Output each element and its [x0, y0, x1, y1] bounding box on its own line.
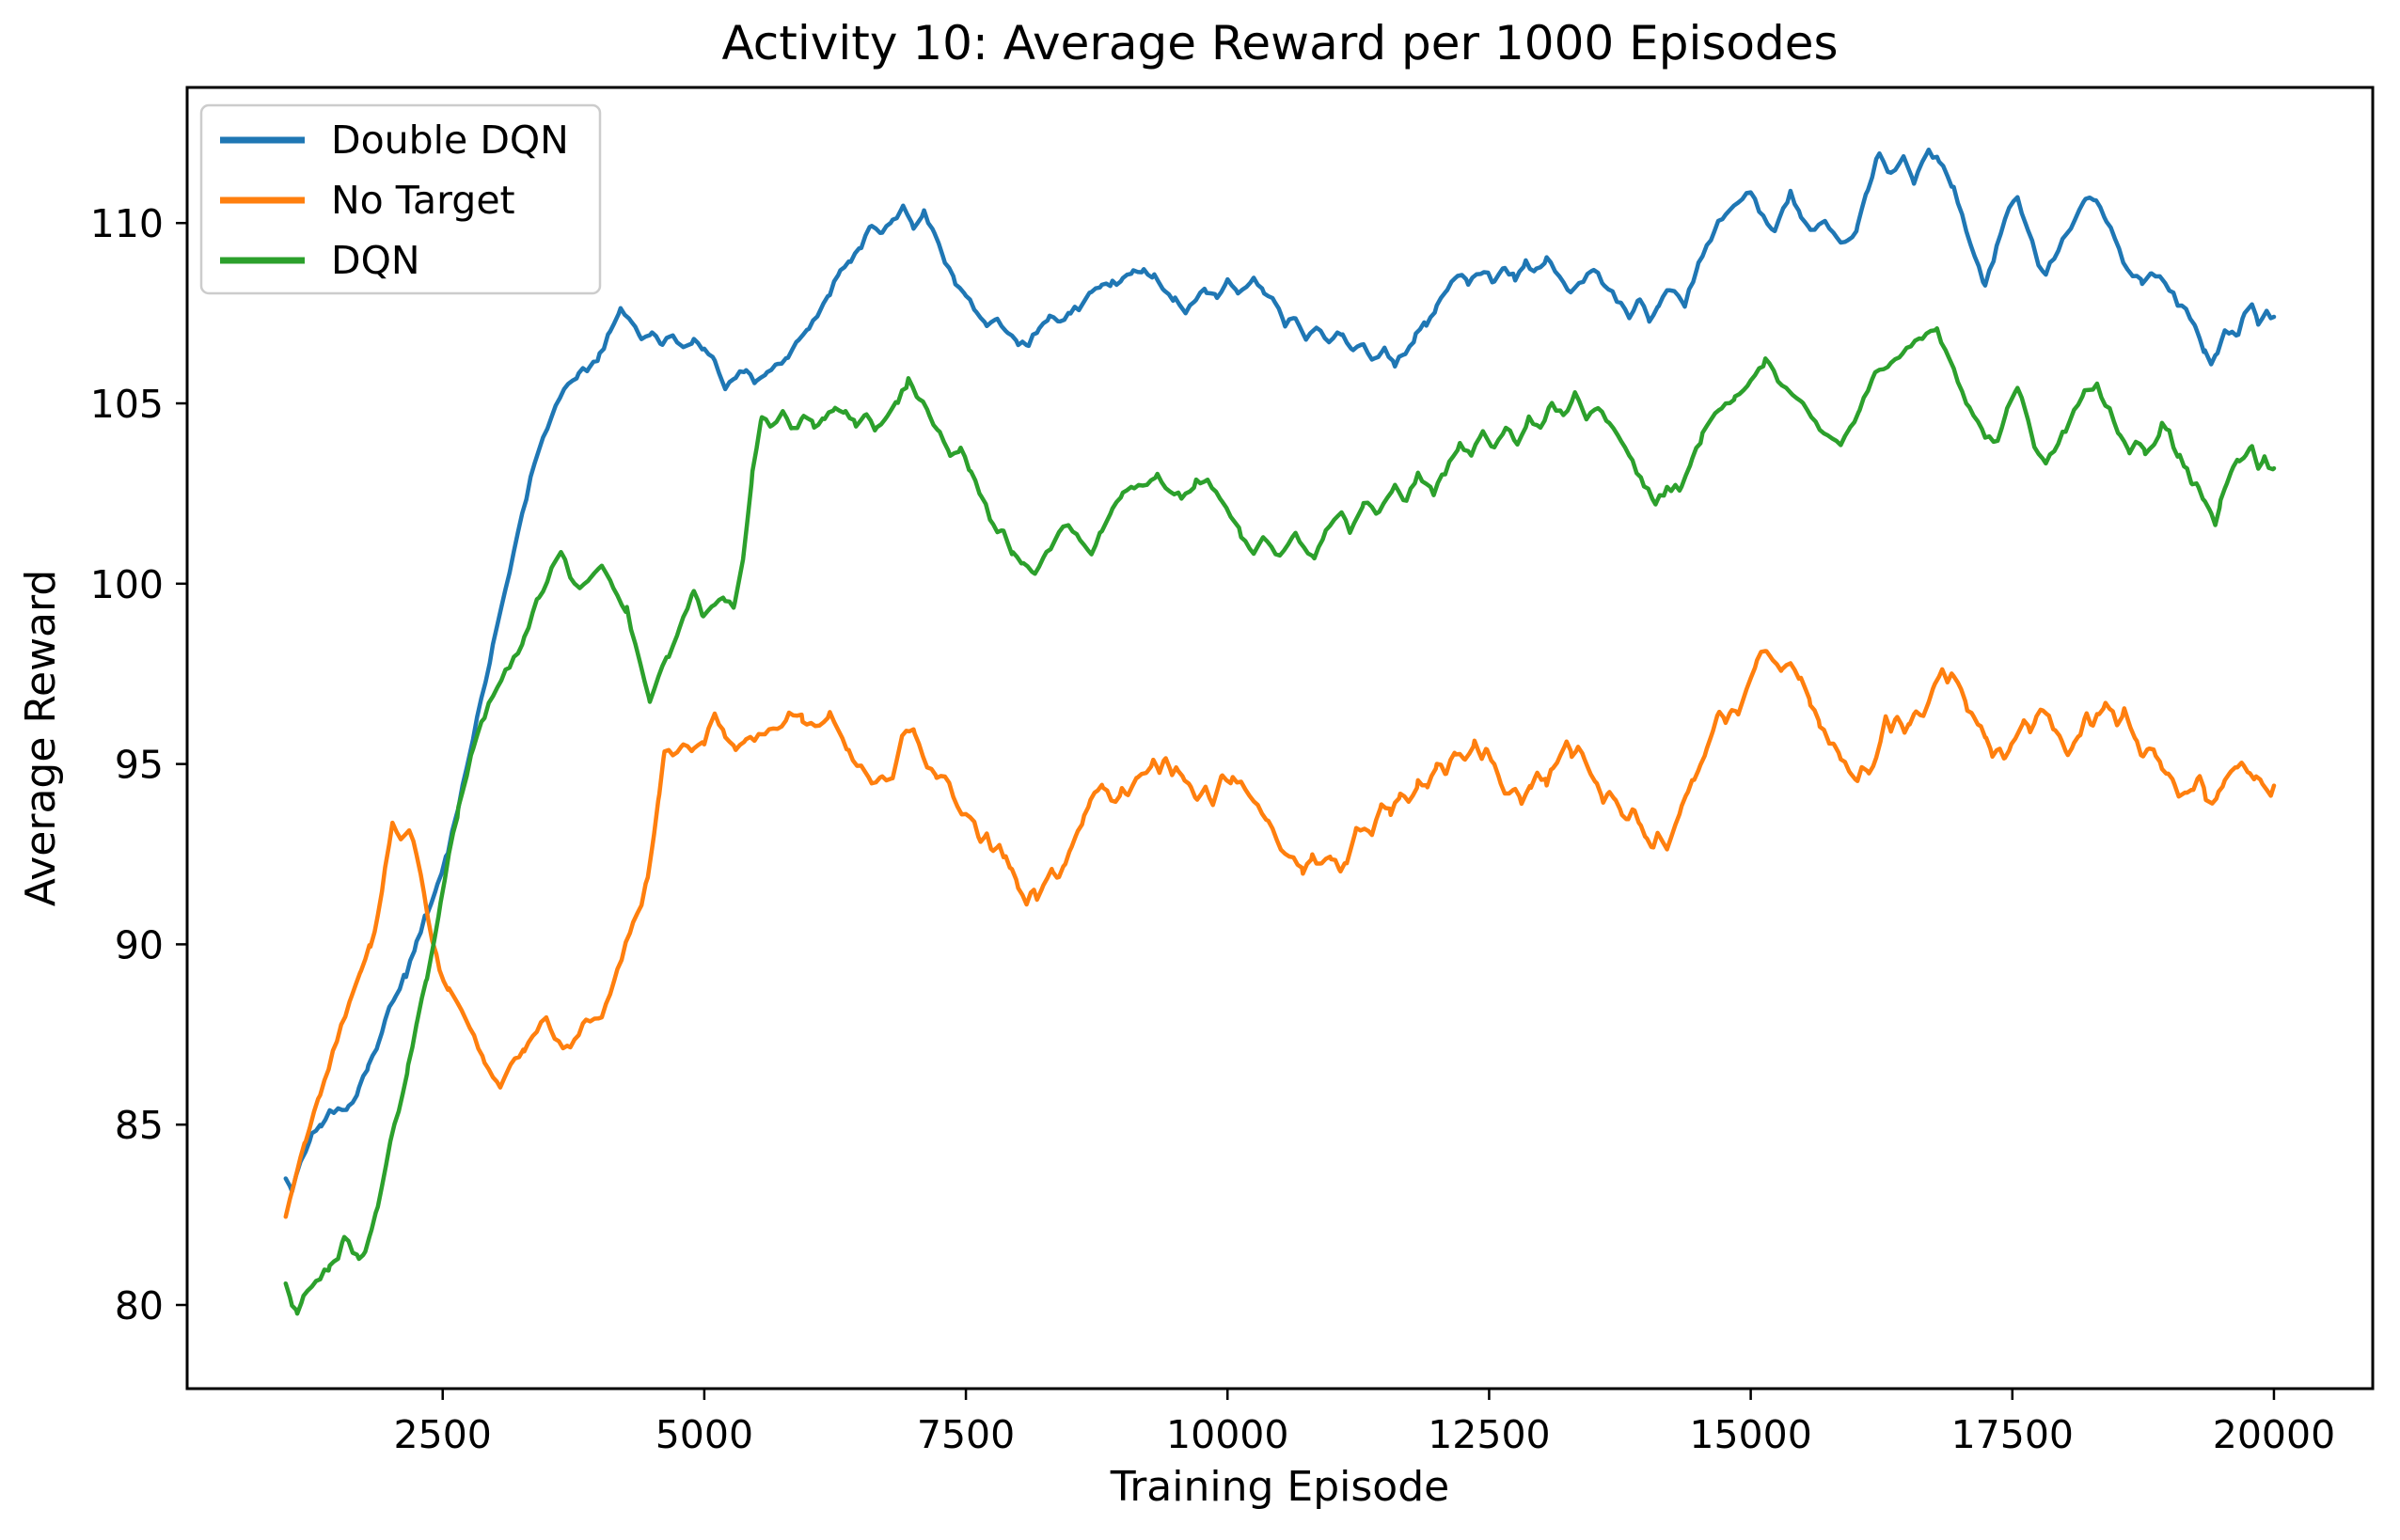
series-lines — [283, 147, 2277, 1316]
y-tick-label: 85 — [115, 1103, 164, 1148]
x-tick-label: 20000 — [2213, 1412, 2335, 1457]
y-tick-label: 100 — [90, 562, 164, 607]
x-tick-label: 10000 — [1166, 1412, 1288, 1457]
y-axis-label: Average Reward — [17, 570, 65, 907]
tick-labels: 2500 5000 7500 10000 12500 15000 17500 20000 80 8… — [90, 201, 2335, 1457]
x-tick-label: 2500 — [394, 1412, 492, 1457]
x-tick-label: 12500 — [1428, 1412, 1550, 1457]
x-tick-label: 7500 — [917, 1412, 1015, 1457]
y-tick-label: 80 — [115, 1283, 164, 1328]
series-line-double-dqn — [283, 147, 2277, 1194]
y-tick-label: 110 — [90, 201, 164, 246]
legend-label: DQN — [331, 238, 420, 283]
x-tick-label: 5000 — [655, 1412, 753, 1457]
x-tick-label: 15000 — [1689, 1412, 1811, 1457]
legend-box — [199, 103, 602, 295]
x-axis-label: Training Episode — [1110, 1463, 1449, 1511]
y-tick-label: 95 — [115, 743, 164, 788]
chart-title: Activity 10: Average Reward per 1000 Epi… — [721, 16, 1838, 71]
x-tick-label: 17500 — [1951, 1412, 2074, 1457]
axis-ticks — [176, 221, 2276, 1400]
y-tick-label: 105 — [90, 382, 164, 427]
series-line-dqn — [283, 326, 2277, 1316]
plot-border — [185, 86, 2375, 1391]
legend-label: No Target — [331, 178, 515, 223]
y-tick-label: 90 — [115, 922, 164, 967]
legend-label: Double DQN — [331, 118, 569, 163]
legend: Double DQN No Target DQN — [199, 103, 602, 295]
plot-spines — [185, 86, 2375, 1391]
series-line-no-target — [283, 649, 2277, 1219]
